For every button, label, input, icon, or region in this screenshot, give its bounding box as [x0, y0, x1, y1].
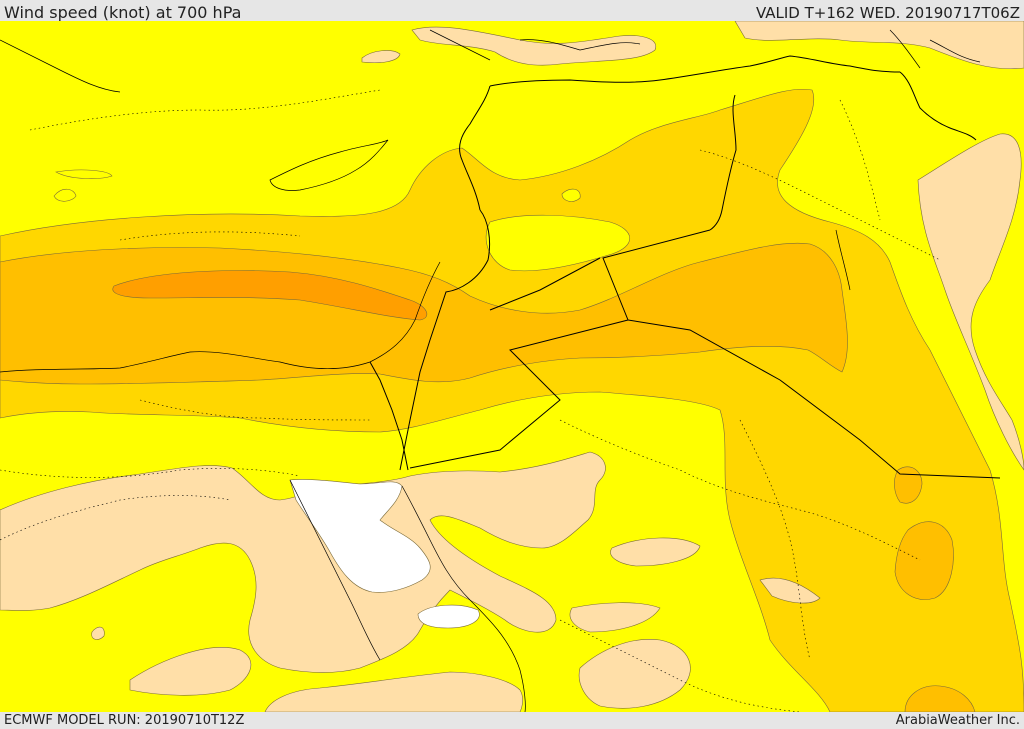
footer-bar: ECMWF MODEL RUN: 20190710T12Z ArabiaWeat…: [0, 712, 1024, 729]
credit-label: ArabiaWeather Inc.: [895, 713, 1020, 728]
wind-band-mid: [55, 169, 113, 179]
wind-band-mid: [53, 188, 77, 202]
header-bar: Wind speed (knot) at 700 hPa VALID T+162…: [0, 0, 1024, 22]
low-wind-area: [264, 671, 523, 712]
wind-band-highest: [112, 270, 428, 321]
low-wind-area: [734, 21, 1024, 70]
low-wind-area: [411, 26, 657, 66]
admin-lines: [0, 89, 941, 712]
borders: [369, 55, 1001, 479]
low-wind-area: [569, 602, 661, 633]
low-wind-area: [917, 133, 1024, 471]
low-wind-area: [578, 639, 691, 709]
low-wind-area: [91, 626, 105, 640]
wind-band-mid: [485, 214, 630, 272]
wind-band-higher: [904, 685, 976, 712]
wind-band-higher: [894, 466, 923, 504]
low-wind-area: [610, 537, 701, 567]
low-wind-area: [759, 577, 821, 604]
lowest-wind-area: [417, 604, 480, 629]
valid-time: VALID T+162 WED. 20190717T06Z: [755, 4, 1020, 22]
low-wind-area: [361, 50, 401, 64]
map-title: Wind speed (knot) at 700 hPa: [4, 3, 242, 22]
low-wind-area: [129, 647, 252, 696]
wind-band-higher: [894, 521, 954, 600]
weather-map: [0, 21, 1024, 712]
model-run-label: ECMWF MODEL RUN: 20190710T12Z: [4, 713, 245, 728]
lowest-wind-area: [289, 479, 431, 593]
wind-band-high: [0, 88, 1024, 712]
wind-band-mid: [561, 188, 581, 202]
coastlines: [0, 29, 981, 712]
